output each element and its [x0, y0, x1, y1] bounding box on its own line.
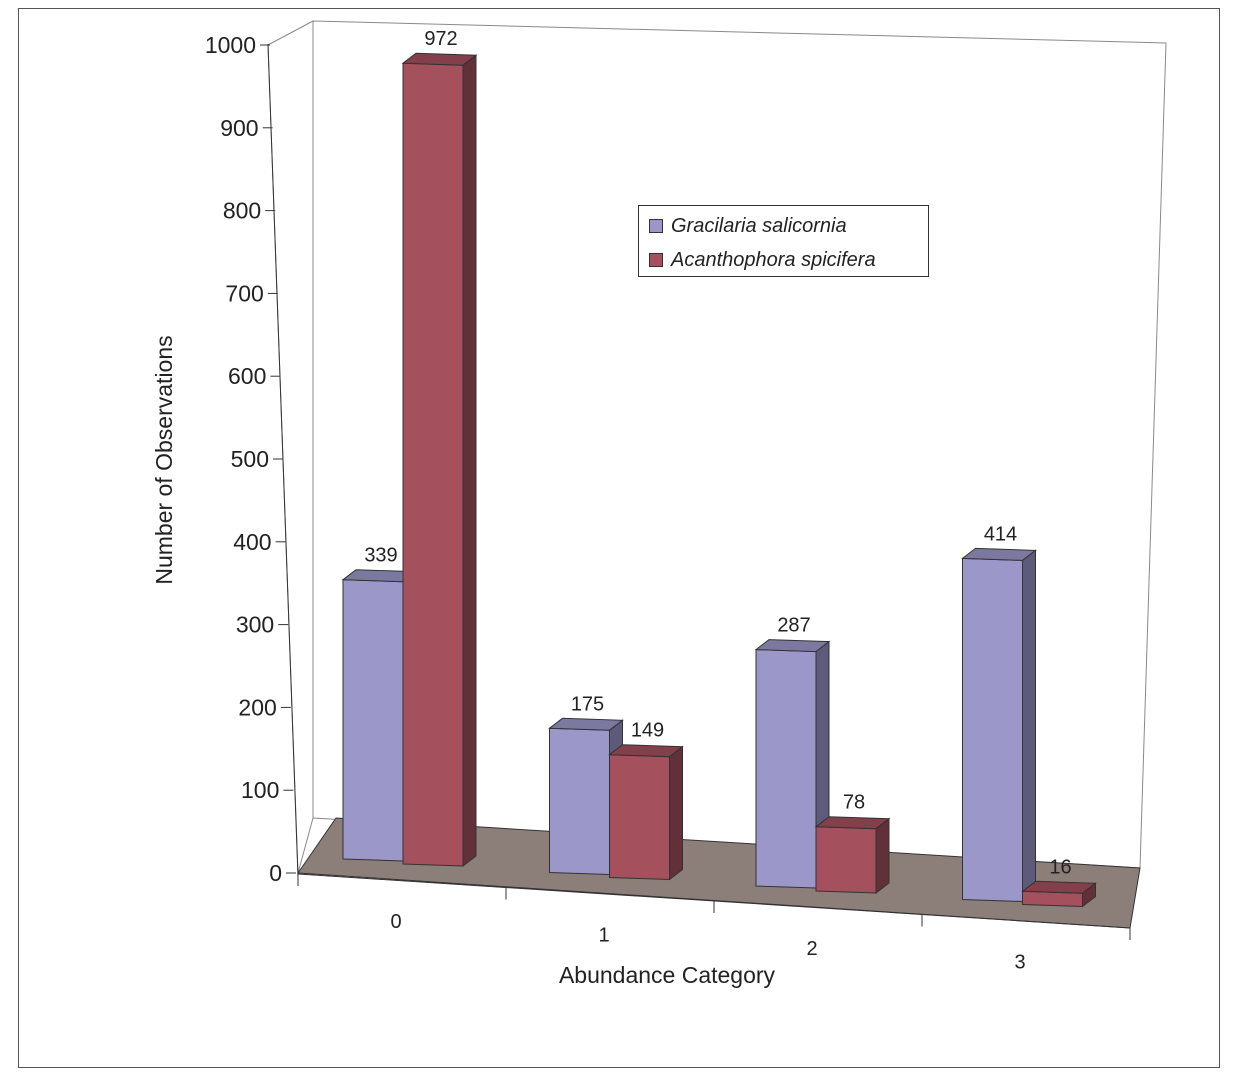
legend-label-gracilaria: Gracilaria salicornia	[671, 215, 847, 237]
chart-walls	[267, 20, 1167, 929]
x-tick-label: 3	[1014, 951, 1025, 973]
bar-side	[1022, 549, 1036, 903]
bar-front	[1022, 890, 1083, 908]
bar-front	[962, 557, 1023, 903]
y-tick-label: 600	[228, 363, 266, 389]
y-tick-label: 1000	[205, 32, 256, 58]
y-tick-label: 700	[225, 280, 263, 306]
y-axis-line	[267, 43, 299, 878]
x-axis: 0 1 2 3	[297, 873, 1131, 973]
legend-item-acanthophora: Acanthophora spicifera	[649, 248, 876, 272]
bar-front	[342, 579, 404, 862]
data-label: 339	[364, 545, 397, 567]
bar-front	[815, 826, 877, 894]
x-tick-label: 0	[390, 911, 401, 933]
bar-front	[402, 62, 464, 867]
data-label: 149	[631, 720, 664, 742]
bar-front	[609, 754, 670, 881]
data-label: 414	[984, 523, 1017, 545]
y-tick-label: 300	[236, 612, 274, 638]
y-tick-label: 200	[238, 694, 276, 720]
data-label: 78	[843, 792, 865, 814]
data-labels: 339 972 175 149 287 78 414 16	[364, 28, 1071, 878]
x-tick-label: 1	[598, 924, 609, 946]
y-axis: 0 100 200 300 400 500 600 700 800 900 1000	[205, 32, 299, 886]
data-label: 972	[424, 28, 457, 50]
y-tick-label: 100	[241, 777, 279, 803]
y-tick-label: 500	[231, 446, 269, 472]
y-tick-label: 900	[220, 115, 258, 141]
legend-swatch-gracilaria	[649, 218, 663, 233]
legend-label-acanthophora: Acanthophora spicifera	[671, 249, 876, 271]
legend-swatch-acanthophora	[649, 252, 663, 267]
data-label: 175	[571, 693, 604, 715]
data-label: 16	[1049, 856, 1071, 878]
legend: Gracilaria salicornia Acanthophora spici…	[638, 205, 929, 277]
y-tick-label: 400	[233, 529, 271, 555]
y-tick-label: 800	[223, 198, 261, 224]
legend-item-gracilaria: Gracilaria salicornia	[649, 214, 847, 238]
left-wall	[267, 20, 314, 874]
data-label: 287	[777, 615, 810, 637]
bar-side	[462, 54, 477, 868]
bar-front	[755, 649, 817, 889]
y-axis-label: Number of Observations	[151, 335, 177, 584]
bar-side	[669, 745, 683, 881]
bar-side	[1082, 882, 1096, 908]
bar-front	[549, 727, 610, 876]
x-axis-label: Abundance Category	[559, 962, 776, 988]
x-tick-label: 2	[806, 938, 817, 960]
y-tick-label: 0	[269, 860, 282, 886]
bar-group	[341, 52, 1097, 908]
bar-side	[875, 817, 890, 895]
